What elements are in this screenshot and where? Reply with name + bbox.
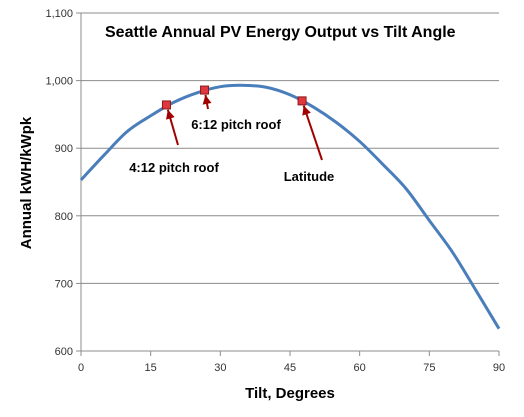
annotation-arrowhead (302, 105, 311, 116)
data-marker (200, 85, 210, 95)
data-marker (297, 96, 307, 106)
y-tick-label: 1,000 (45, 76, 73, 88)
series-lines (79, 83, 501, 330)
x-tick-labels: 0 15 30 45 60 75 90 (78, 362, 505, 374)
annotation-arrowhead (166, 109, 175, 120)
series-line (79, 83, 501, 330)
x-tick-label: 90 (493, 362, 505, 374)
y-axis-title: Annual kWH/kWpk (18, 116, 35, 249)
data-marker (161, 100, 171, 110)
y-tick-labels: 600 700 800 900 1,000 1,100 (45, 8, 73, 358)
annotation-markers (161, 85, 307, 110)
y-tick-label: 700 (55, 278, 73, 290)
annotation-arrow (302, 105, 323, 161)
annotation-label: Latitude (284, 169, 335, 184)
x-axis-title: Tilt, Degrees (245, 385, 335, 402)
x-tick-label: 75 (423, 362, 435, 374)
axes (76, 12, 500, 356)
x-tick-label: 45 (284, 362, 296, 374)
y-tick-label: 600 (55, 346, 73, 358)
x-tick-label: 15 (145, 362, 157, 374)
annotation-label: 6:12 pitch roof (191, 117, 281, 132)
y-tick-label: 800 (55, 211, 73, 223)
x-tick-label: 30 (214, 362, 226, 374)
y-tick-label: 1,100 (45, 8, 73, 20)
chart-title: Seattle Annual PV Energy Output vs Tilt … (105, 24, 456, 41)
x-tick-label: 0 (78, 362, 84, 374)
y-tick-label: 900 (55, 143, 73, 155)
x-tick-label: 60 (354, 362, 366, 374)
annotation-label: 4:12 pitch roof (129, 160, 219, 175)
annotation-arrowhead (202, 94, 212, 105)
annotation-labels: 4:12 pitch roof 6:12 pitch roof Latitude (129, 117, 334, 184)
annotation-arrows (166, 94, 323, 161)
